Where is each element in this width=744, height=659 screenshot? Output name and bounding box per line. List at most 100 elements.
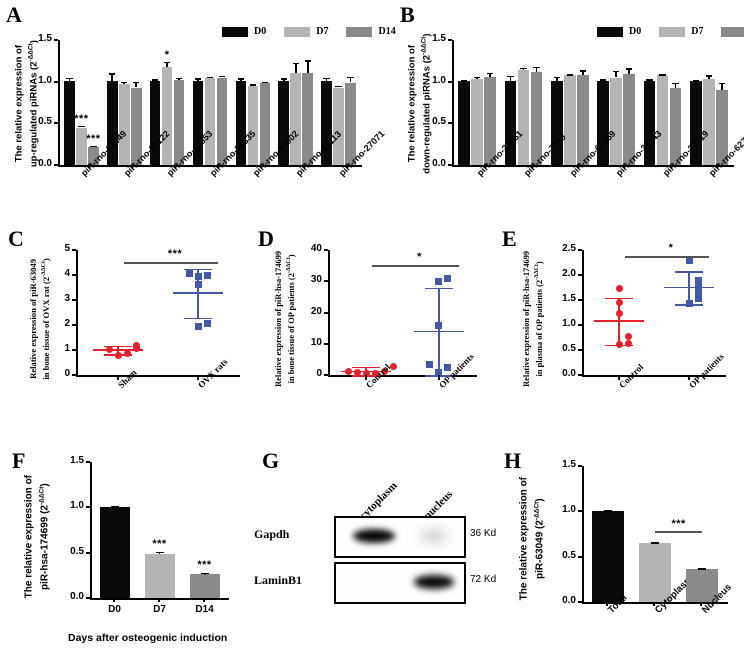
legend-label-d7: D7: [691, 26, 704, 37]
panel-e-ylabel: Relative expression of piR-hsa-174699 in…: [521, 229, 545, 409]
bar-D14: [189, 573, 220, 598]
legend-label-d7: D7: [316, 26, 329, 37]
significance-marker: ***: [152, 537, 167, 550]
bar-piR-rno-63002-D0: [235, 80, 247, 165]
legend-label-d0: D0: [254, 26, 267, 37]
panel-a-legend: D0 D7 D14: [222, 26, 408, 37]
data-point-op-patients: [444, 364, 452, 371]
error-cap: [646, 79, 653, 81]
bar-piR-rno-27219-D7: [656, 75, 669, 165]
x-tick: [197, 375, 199, 380]
data-point-sham: [123, 350, 131, 358]
y-tick: [72, 374, 76, 376]
bar-piR-rno-29961-D0: [458, 80, 470, 165]
bar-piR-rno-63122-D14: [131, 87, 142, 165]
bar-piR-rno-29961-D7: [471, 79, 483, 165]
error-cap: [520, 67, 527, 70]
error-cap: [175, 77, 183, 80]
data-point-ovx-rats: [203, 320, 211, 328]
significance-bar: [124, 262, 218, 264]
panel-e-plot: 0.0 0.5 1.0 1.5 2.0 2.5 Control OP patients *: [562, 242, 726, 390]
bar-piR-rno-41553-D0: [149, 80, 161, 165]
error-bar: [582, 70, 584, 75]
y-tick: [54, 164, 58, 166]
sd-cap-top: [184, 268, 212, 271]
panel-d-ylabel-line2: in bone tissue of OP patients (2: [286, 273, 296, 384]
y-tick: [448, 122, 452, 125]
data-point-control: [353, 369, 361, 376]
data-point-sham: [132, 342, 140, 349]
x-tick: [618, 375, 620, 380]
x-axis: [452, 165, 734, 167]
x-axis-label-op-patients: OP patients: [687, 351, 726, 391]
bar-piR-rno-37543-D0: [597, 80, 609, 165]
data-point-op-patients: [694, 288, 702, 296]
y-tick-label: 1.5: [38, 33, 52, 44]
x-axis: [582, 375, 726, 377]
panel-b-ylabel-line1: The relative expression of: [406, 44, 418, 163]
bar-piR-rno-37543-D7: [610, 77, 622, 165]
x-axis: [76, 375, 240, 377]
panel-f-ylabel: The relative expression of piR-hsa-17469…: [22, 467, 51, 607]
error-cap: [507, 75, 514, 78]
x-tick: [605, 602, 608, 606]
error-cap: [133, 81, 140, 84]
error-cap: [579, 70, 587, 72]
y-axis: [58, 40, 60, 167]
y-tick: [324, 311, 328, 314]
y-tick: [54, 39, 58, 41]
error-bar: [349, 76, 352, 83]
y-tick-label: 5: [64, 243, 70, 254]
error-cap: [163, 61, 171, 64]
error-cap: [249, 84, 257, 86]
panel-h-ylabel-end: ): [534, 498, 546, 502]
y-tick-label: 1.5: [562, 293, 576, 304]
blot-band: [421, 532, 447, 540]
x-axis: [582, 602, 728, 604]
bar-piR-rno-62784-D0: [690, 80, 702, 165]
legend-swatch-d0: [597, 26, 623, 37]
panel-f-plot: 0.0 0.5 1.0 1.5 D0 *** D7 *** D14: [70, 455, 229, 615]
bar-piR-rno-63122-D7: [119, 84, 130, 165]
panel-c-label: C: [8, 226, 24, 251]
legend-swatch-d7: [659, 26, 686, 37]
error-cap: [698, 568, 707, 571]
y-tick-label: 40: [310, 243, 322, 254]
significance-marker: ***: [671, 518, 686, 531]
y-tick-label: 0.0: [562, 368, 576, 379]
significance-marker: ***: [86, 132, 101, 145]
y-tick: [578, 249, 582, 251]
y-tick-label: 1: [64, 343, 70, 354]
error-bar: [674, 82, 677, 88]
y-axis: [582, 250, 584, 377]
panel-h-label: H: [504, 448, 522, 473]
data-point-control: [624, 339, 632, 347]
data-point-ovx-rats: [194, 322, 202, 330]
bar-piR-rno-62959-D14: [577, 75, 589, 165]
data-point-op-patients: [444, 275, 452, 283]
legend-swatch-d14: [346, 26, 373, 37]
x-axis-label-ovx-rats: OVX rats: [196, 356, 230, 391]
y-tick: [324, 280, 328, 283]
panel-h-plot: 0.0 0.5 1.0 1.5 Total Cytoplasm Nucleus ***: [562, 459, 734, 616]
panel-g: G cytoplasm nucleus Gapdh 36 Kd LaminB1 72 Kd: [248, 444, 496, 659]
x-tick: [112, 598, 115, 602]
error-bar: [535, 66, 538, 72]
x-axis-label-op-patients: OP patients: [436, 351, 476, 391]
panel-f-label: F: [12, 448, 26, 473]
error-cap: [659, 74, 666, 76]
sd-cap-bottom: [605, 344, 633, 347]
bar-piR-rno-27071-D14: [345, 82, 356, 165]
error-cap: [566, 74, 574, 76]
significance-marker: ***: [167, 248, 183, 260]
y-tick-label: 2.5: [562, 243, 576, 254]
y-tick-label: 20: [310, 305, 322, 317]
y-tick: [72, 349, 76, 351]
y-tick-label: 0.0: [70, 591, 84, 602]
error-cap: [304, 60, 311, 62]
bar-piR-rno-62959-D0: [551, 80, 563, 165]
y-tick-label: 1.5: [432, 33, 446, 44]
bar-piR-rno-41553-D14: [173, 80, 185, 165]
y-tick: [578, 374, 582, 376]
